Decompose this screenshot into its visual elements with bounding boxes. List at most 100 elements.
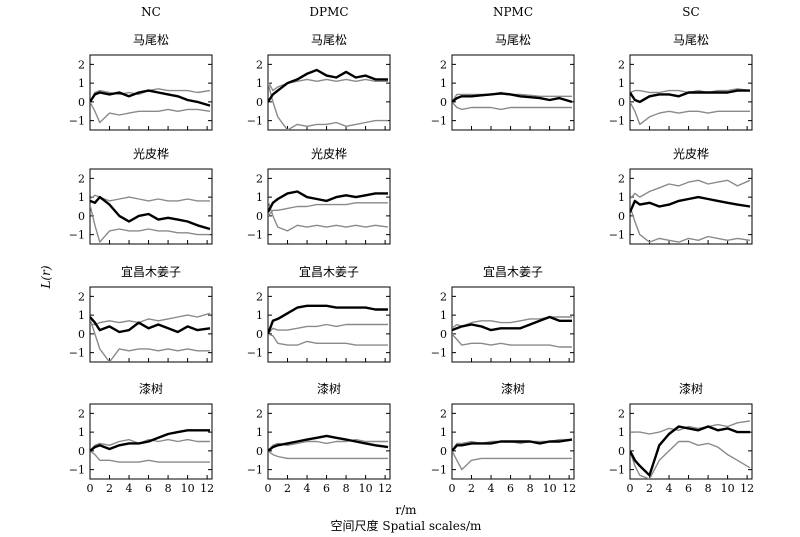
y-tick-label: −1 — [431, 347, 447, 360]
x-tick-label: 8 — [343, 482, 350, 495]
panel-title: 漆树 — [139, 381, 163, 396]
panel-dpmc-2: 光皮桦 2 1 0 −1 — [247, 146, 391, 245]
upper-envelope-line — [268, 438, 388, 452]
y-tick-label: 2 — [256, 407, 263, 420]
x-tick-label: 0 — [87, 482, 94, 495]
upper-envelope-line — [268, 323, 388, 335]
y-tick-label: −1 — [69, 115, 85, 128]
plot-frame — [267, 168, 391, 245]
y-tick-label: −1 — [69, 347, 85, 360]
y-tick-label: 0 — [618, 210, 625, 223]
y-tick-label: −1 — [609, 115, 625, 128]
panel-title: 马尾松 — [133, 33, 169, 47]
lower-envelope-line — [90, 101, 211, 124]
x-tick-label: 0 — [449, 482, 456, 495]
lower-envelope-line — [452, 450, 572, 471]
y-tick-label: 1 — [618, 426, 625, 439]
y-tick-label: 1 — [78, 191, 85, 204]
lower-envelope-line — [268, 200, 389, 232]
x-tick-label: 10 — [359, 482, 373, 495]
plot-frame — [629, 168, 753, 245]
x-tick-label: 6 — [323, 482, 330, 495]
x-axis-unit-label: r/m — [395, 503, 417, 517]
plot-frame — [89, 403, 213, 480]
y-tick-label: 2 — [78, 58, 85, 71]
observed-line — [452, 438, 573, 452]
y-tick-label: 0 — [256, 96, 263, 109]
x-tick-label: 2 — [284, 482, 291, 495]
y-tick-label: 2 — [618, 58, 625, 71]
panel-title: 宜昌木姜子 — [299, 264, 359, 279]
x-tick-label: 2 — [646, 482, 653, 495]
y-tick-label: −1 — [247, 464, 263, 477]
panel-nc-3: 宜昌木姜子 2 1 0 −1 — [69, 264, 213, 363]
upper-envelope-line — [90, 194, 210, 202]
x-tick-label: 12 — [740, 482, 754, 495]
panel-title: 光皮桦 — [133, 146, 169, 161]
y-tick-label: 1 — [440, 309, 447, 322]
y-tick-label: 2 — [440, 58, 447, 71]
y-tick-label: 0 — [78, 96, 85, 109]
panel-sc-2: 光皮桦 2 1 0 −1 — [609, 146, 753, 245]
x-tick-label: 6 — [507, 482, 514, 495]
x-tick-label: 0 — [627, 482, 634, 495]
y-tick-label: −1 — [431, 464, 447, 477]
lower-envelope-line — [630, 440, 751, 479]
y-tick-label: 0 — [440, 96, 447, 109]
x-axis-label: 空间尺度 Spatial scales/m — [331, 518, 483, 533]
panel-title: 漆树 — [679, 381, 703, 396]
panel-title: 马尾松 — [673, 33, 709, 47]
panel-npmc-1: 马尾松 2 1 0 −1 — [431, 33, 575, 131]
y-tick-label: 1 — [256, 191, 263, 204]
y-tick-label: −1 — [609, 464, 625, 477]
panel-nc-1: 马尾松 2 1 0 −1 — [69, 33, 213, 131]
x-tick-label: 10 — [181, 482, 195, 495]
observed-line — [268, 304, 388, 335]
x-tick-label: 8 — [705, 482, 712, 495]
column-title-sc: SC — [682, 5, 699, 19]
observed-line — [268, 190, 388, 213]
x-tick-label: 8 — [165, 482, 172, 495]
lower-envelope-line — [268, 333, 388, 346]
panel-nc-2: 光皮桦 2 1 0 −1 — [69, 146, 213, 245]
y-tick-label: 1 — [618, 77, 625, 90]
plot-frame — [451, 286, 575, 363]
lower-envelope-line — [90, 450, 210, 463]
y-tick-label: 0 — [256, 445, 263, 458]
upper-envelope-line — [630, 420, 751, 435]
y-tick-label: 0 — [440, 445, 447, 458]
y-tick-label: 2 — [256, 290, 263, 303]
plot-frame — [89, 54, 213, 131]
x-tick-label: 6 — [145, 482, 152, 495]
y-tick-label: 1 — [618, 191, 625, 204]
y-tick-label: −1 — [69, 229, 85, 242]
upper-envelope-line — [268, 202, 388, 217]
x-tick-label: 10 — [721, 482, 735, 495]
observed-line — [452, 92, 573, 104]
x-tick-label: 0 — [265, 482, 272, 495]
lower-envelope-line — [452, 101, 572, 111]
observed-line — [630, 195, 751, 213]
y-tick-label: −1 — [69, 464, 85, 477]
y-tick-label: 2 — [78, 290, 85, 303]
panel-title: 马尾松 — [311, 33, 347, 47]
x-tick-label: 10 — [543, 482, 557, 495]
panel-title: 宜昌木姜子 — [121, 264, 181, 279]
y-tick-label: 1 — [256, 77, 263, 90]
upper-envelope-line — [630, 88, 751, 94]
y-tick-label: 0 — [78, 445, 85, 458]
panels: 马尾松210−1马尾松210−1马尾松210−1马尾松210−1光皮桦210−1… — [69, 33, 754, 495]
panel-dpmc-3: 宜昌木姜子 2 1 0 −1 — [247, 264, 391, 363]
plot-frame — [267, 286, 391, 363]
y-tick-label: −1 — [247, 115, 263, 128]
y-tick-label: −1 — [247, 229, 263, 242]
x-tick-label: 6 — [685, 482, 692, 495]
y-tick-label: 1 — [440, 426, 447, 439]
observed-line — [90, 89, 211, 107]
panel-title: 漆树 — [317, 381, 341, 396]
x-tick-label: 8 — [527, 482, 534, 495]
column-title-nc: NC — [141, 5, 161, 19]
